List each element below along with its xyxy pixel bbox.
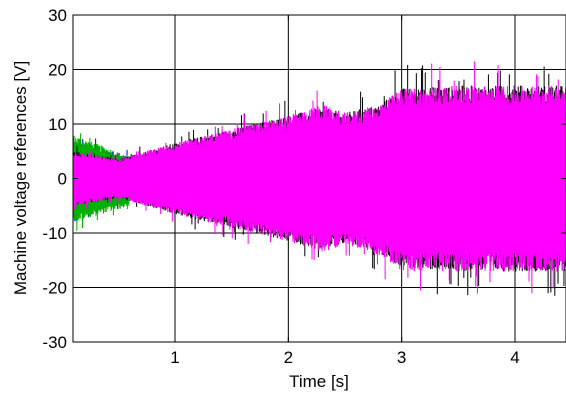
x-tick-label: 3 [397, 348, 406, 367]
x-tick-label: 2 [284, 348, 293, 367]
y-tick-label: 10 [48, 115, 67, 134]
y-axis-label: Machine voltage references [V] [11, 61, 30, 295]
y-tick-label: -10 [42, 224, 67, 243]
y-tick-label: -20 [42, 279, 67, 298]
y-tick-label: 20 [48, 61, 67, 80]
y-tick-label: 30 [48, 6, 67, 25]
y-tick-label: 0 [58, 170, 67, 189]
ticks: 1 2 3 4 -30 -20 -10 0 10 20 30 [42, 6, 566, 367]
y-tick-label: -30 [42, 333, 67, 352]
series-line-3 [72, 61, 566, 294]
x-tick-label: 1 [170, 348, 179, 367]
x-axis-label: Time [s] [289, 372, 349, 391]
series-layer [72, 61, 566, 296]
x-tick-label: 4 [510, 348, 519, 367]
